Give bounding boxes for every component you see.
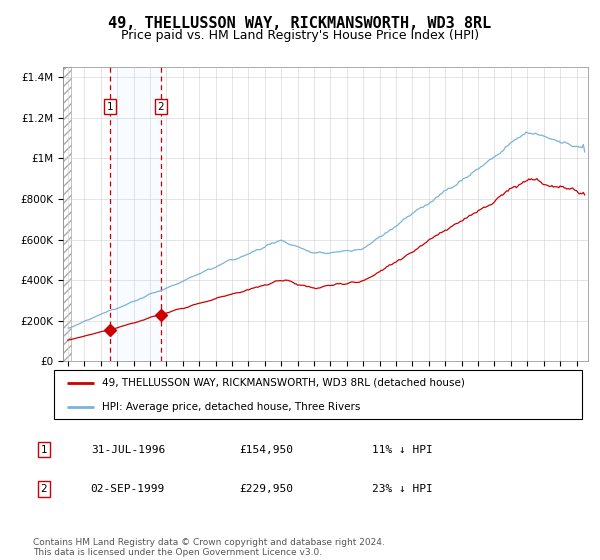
- Text: Price paid vs. HM Land Registry's House Price Index (HPI): Price paid vs. HM Land Registry's House …: [121, 29, 479, 42]
- Text: 11% ↓ HPI: 11% ↓ HPI: [372, 445, 433, 455]
- Text: 23% ↓ HPI: 23% ↓ HPI: [372, 484, 433, 494]
- Text: 1: 1: [40, 445, 47, 455]
- Text: 49, THELLUSSON WAY, RICKMANSWORTH, WD3 8RL: 49, THELLUSSON WAY, RICKMANSWORTH, WD3 8…: [109, 16, 491, 31]
- Text: £154,950: £154,950: [240, 445, 294, 455]
- Text: 49, THELLUSSON WAY, RICKMANSWORTH, WD3 8RL (detached house): 49, THELLUSSON WAY, RICKMANSWORTH, WD3 8…: [101, 378, 464, 388]
- FancyBboxPatch shape: [54, 370, 582, 419]
- Text: 02-SEP-1999: 02-SEP-1999: [91, 484, 165, 494]
- Text: 2: 2: [40, 484, 47, 494]
- Text: 2: 2: [158, 102, 164, 112]
- Text: £229,950: £229,950: [240, 484, 294, 494]
- Bar: [110, 67, 161, 361]
- Text: 31-JUL-1996: 31-JUL-1996: [91, 445, 165, 455]
- Text: Contains HM Land Registry data © Crown copyright and database right 2024.
This d: Contains HM Land Registry data © Crown c…: [33, 538, 385, 557]
- Text: 1: 1: [107, 102, 113, 112]
- Text: HPI: Average price, detached house, Three Rivers: HPI: Average price, detached house, Thre…: [101, 402, 360, 412]
